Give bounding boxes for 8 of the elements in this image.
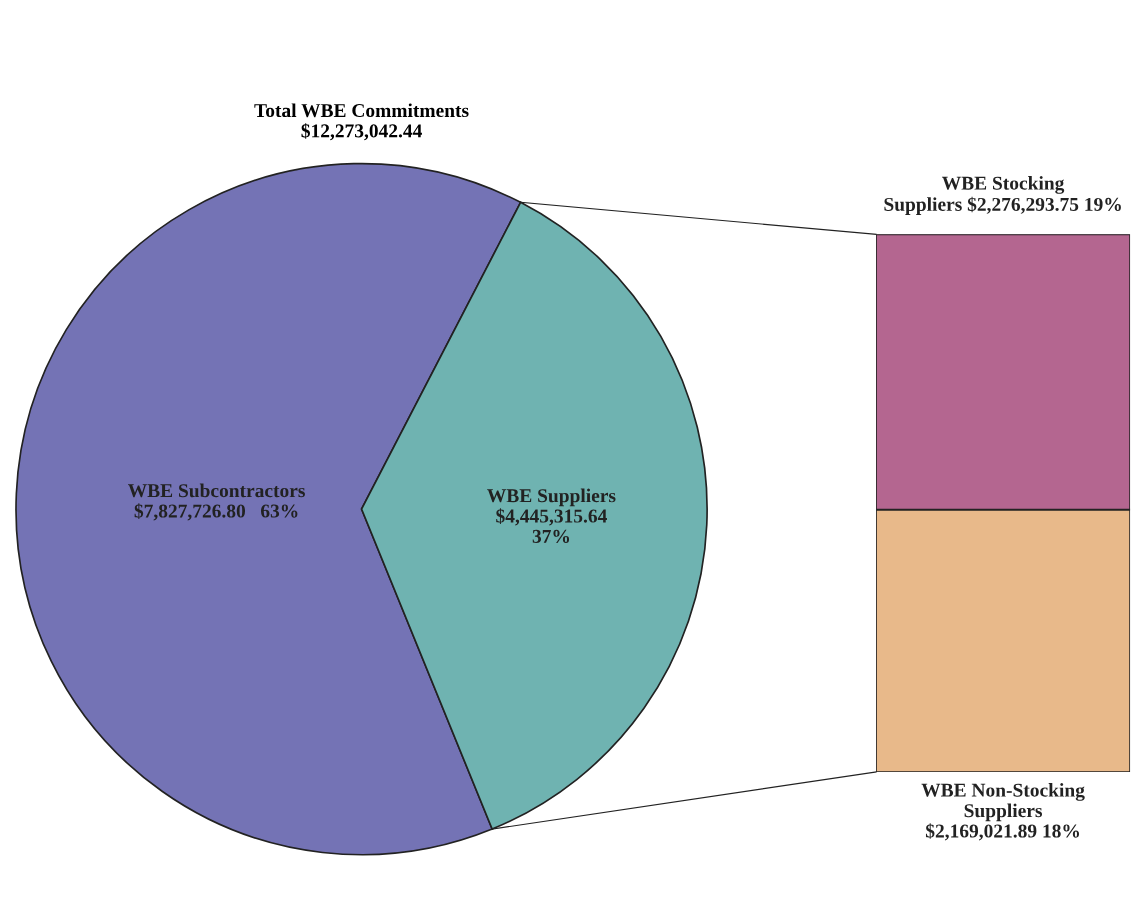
- chart-title: Total WBE Commitments $12,273,042.44: [254, 103, 469, 141]
- slice-label: WBE Subcontractors: [128, 483, 305, 498]
- slice-label: WBE Suppliers: [487, 488, 616, 507]
- series-label: WBE Non-Stocking Suppliers: [921, 783, 1085, 822]
- text: WBE Stocking Suppliers $2,276,293.75 19%: [884, 176, 1121, 215]
- data-label: $4,445,315.64 37%: [496, 508, 607, 543]
- data-label: $7,827,726.80 63%: [134, 503, 298, 521]
- data-label: $2,169,021.89 18%: [925, 823, 1080, 841]
